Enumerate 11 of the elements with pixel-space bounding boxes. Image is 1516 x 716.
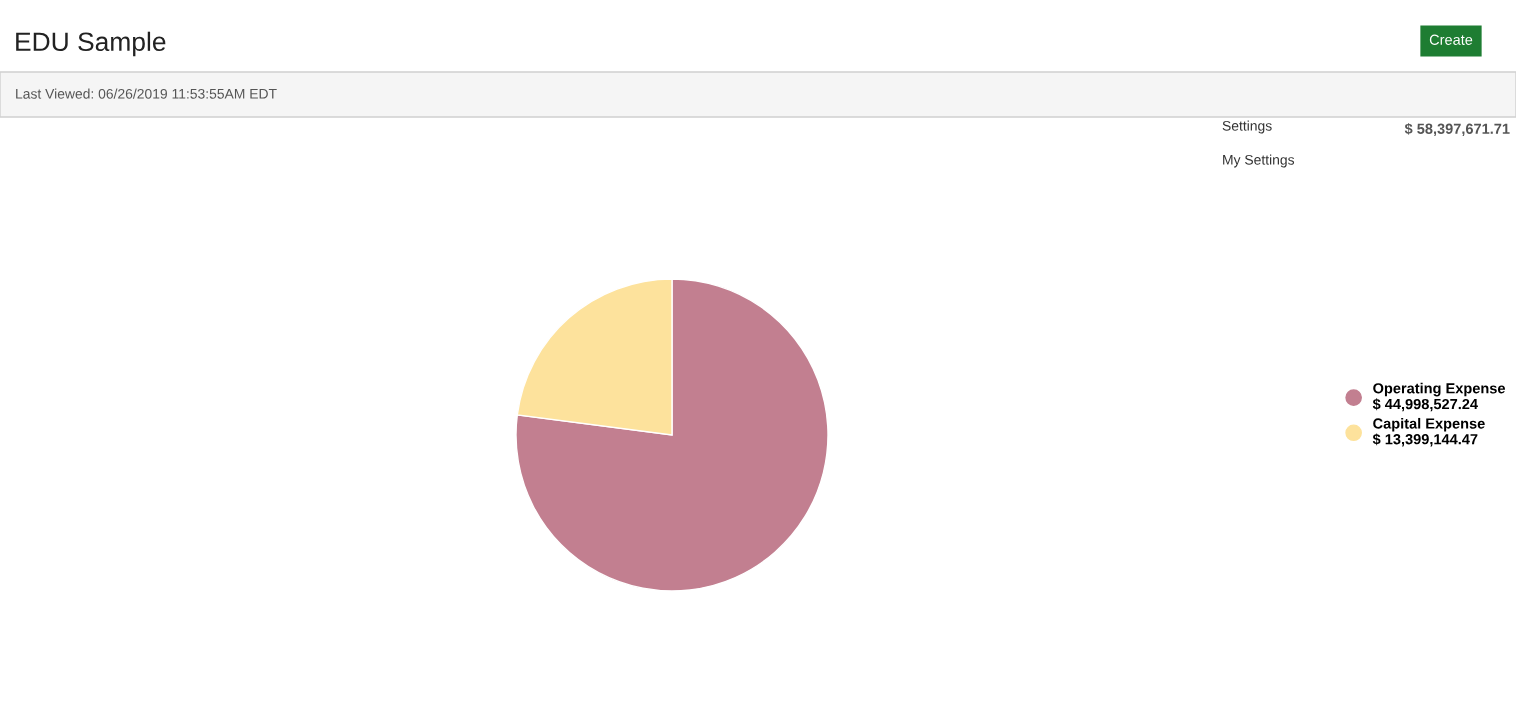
data-label: $ 13,399,144.47	[1372, 433, 1478, 447]
legend-label: Operating Expense	[1373, 382, 1506, 397]
text: Settings	[1222, 120, 1272, 134]
text: Last Viewed: 06/26/2019 11:53:55AM EDT	[16, 88, 277, 99]
text: EDU Sample	[16, 31, 166, 57]
pie-slice	[515, 278, 829, 592]
text: $ 58,397,671.71	[1404, 122, 1510, 137]
legend-label: Capital Expense	[1373, 417, 1485, 432]
text: My Settings	[1223, 154, 1295, 168]
data-label: $ 44,998,527.24	[1372, 398, 1478, 412]
text: Create	[1429, 34, 1473, 45]
